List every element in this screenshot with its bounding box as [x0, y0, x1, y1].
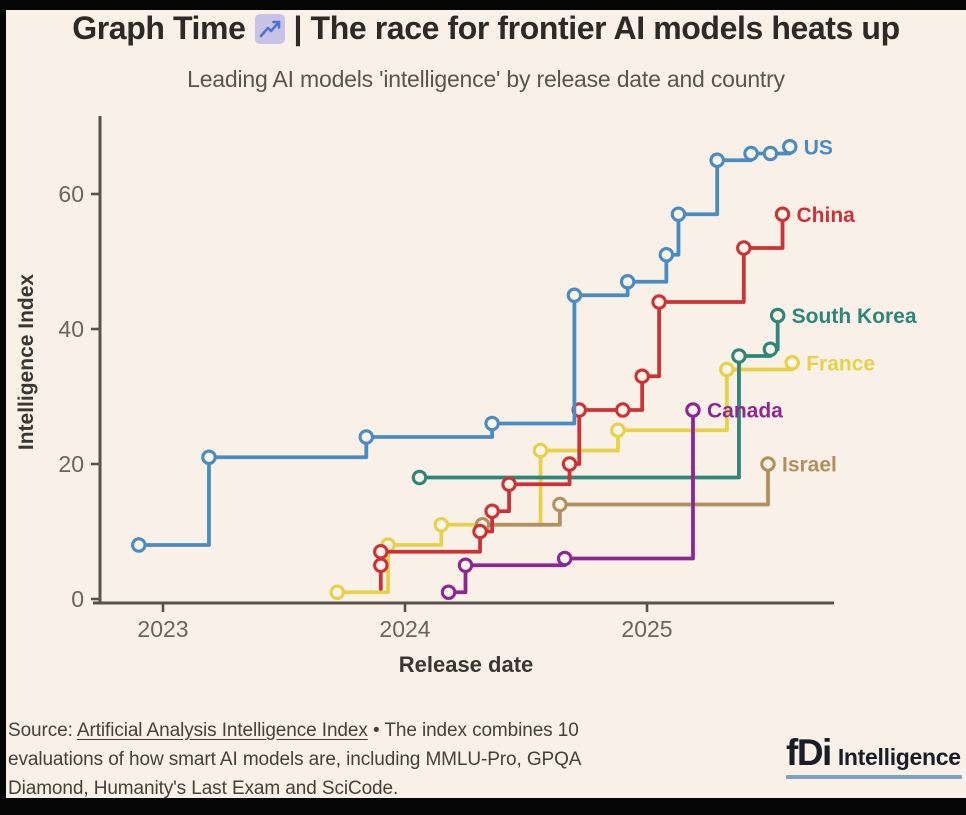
title-prefix: Graph Time — [72, 10, 246, 46]
logo-intelligence: Intelligence — [837, 744, 961, 770]
x-axis-title: Release date — [399, 652, 534, 677]
data-point-france — [784, 354, 800, 371]
source-note: Source: Artificial Analysis Intelligence… — [8, 716, 663, 803]
source-prefix: Source: — [8, 720, 77, 741]
intelligence-step-chart: 0 20 40 60 2023 2024 2025 Release date Intellige… — [15, 116, 917, 677]
data-point-canada — [556, 550, 573, 567]
x-tick-label: 2023 — [137, 616, 188, 642]
x-tick-label: 2025 — [621, 616, 672, 642]
data-point-us — [619, 273, 636, 290]
series-china: China — [373, 204, 856, 591]
data-point-china — [484, 503, 500, 519]
source-rest: • The index combines 10 evaluations of h… — [8, 720, 581, 799]
series-israel: Israel — [474, 454, 837, 533]
data-point-china — [373, 543, 389, 560]
y-tick-label: 20 — [58, 451, 84, 477]
data-point-france — [532, 442, 549, 459]
data-point-china — [561, 456, 578, 472]
data-point-canada — [685, 402, 701, 418]
data-point-us — [484, 415, 500, 432]
data-point-israel — [552, 496, 568, 513]
series-label-south-korea: South Korea — [792, 305, 917, 328]
data-point-south-korea — [411, 469, 428, 486]
data-point-france — [719, 361, 735, 378]
chart-subtitle: Leading AI models 'intelligence' by rele… — [187, 66, 785, 92]
fdi-intelligence-logo: fDi Intelligence — [786, 732, 962, 779]
data-point-china — [615, 402, 631, 418]
series-line-israel — [480, 462, 770, 527]
data-point-us — [743, 145, 759, 162]
y-axis-title: Intelligence Index — [15, 274, 38, 451]
data-point-us — [201, 449, 217, 465]
data-point-south-korea — [762, 341, 779, 357]
series-label-canada: Canada — [707, 400, 783, 423]
x-tick-label: 2024 — [379, 616, 430, 642]
data-point-canada — [440, 584, 457, 600]
data-point-france — [329, 584, 345, 600]
data-point-us — [131, 537, 147, 553]
y-tick-label: 60 — [58, 181, 84, 207]
logo-fdi: fDi — [786, 732, 832, 773]
chart-increasing-emoji-icon — [254, 13, 285, 44]
data-point-china — [651, 294, 667, 310]
series-canada: Canada — [440, 400, 783, 600]
series-label-china: China — [797, 204, 856, 227]
data-point-us — [358, 429, 375, 445]
data-point-france — [433, 516, 450, 533]
data-point-china — [472, 523, 488, 540]
data-point-us — [762, 145, 779, 162]
series-us: US — [131, 136, 833, 553]
series-label-france: France — [806, 352, 875, 375]
data-point-south-korea — [731, 348, 747, 364]
page-title: Graph Time | The race for frontier AI mo… — [6, 10, 966, 47]
data-point-china — [736, 240, 752, 256]
data-point-us — [670, 206, 687, 223]
series-france: France — [329, 352, 875, 600]
logo-text: fDi Intelligence — [786, 732, 962, 774]
data-point-canada — [457, 557, 474, 573]
source-link: Artificial Analysis Intelligence Index — [76, 720, 368, 741]
data-point-us — [658, 247, 675, 263]
title-suffix: | The race for frontier AI models heats … — [293, 10, 901, 46]
data-point-us — [709, 152, 725, 169]
data-point-china — [373, 557, 389, 573]
data-point-china — [634, 368, 650, 384]
data-point-china — [501, 476, 517, 492]
chart-increasing-glyph — [259, 20, 280, 37]
logo-underline — [786, 775, 962, 779]
chart-card: Graph Time | The race for frontier AI mo… — [6, 10, 966, 799]
data-point-us — [566, 287, 583, 303]
series-line-south-korea — [417, 313, 780, 480]
data-point-israel — [760, 456, 776, 472]
data-point-china — [774, 206, 791, 223]
series-south-korea: South Korea — [411, 305, 917, 486]
y-tick-label: 40 — [58, 316, 84, 342]
series-label-us: US — [804, 136, 833, 159]
data-point-france — [610, 422, 626, 438]
series-label-israel: Israel — [782, 454, 837, 477]
data-point-south-korea — [769, 307, 786, 324]
y-tick-label: 0 — [71, 586, 84, 612]
data-point-us — [782, 139, 798, 155]
